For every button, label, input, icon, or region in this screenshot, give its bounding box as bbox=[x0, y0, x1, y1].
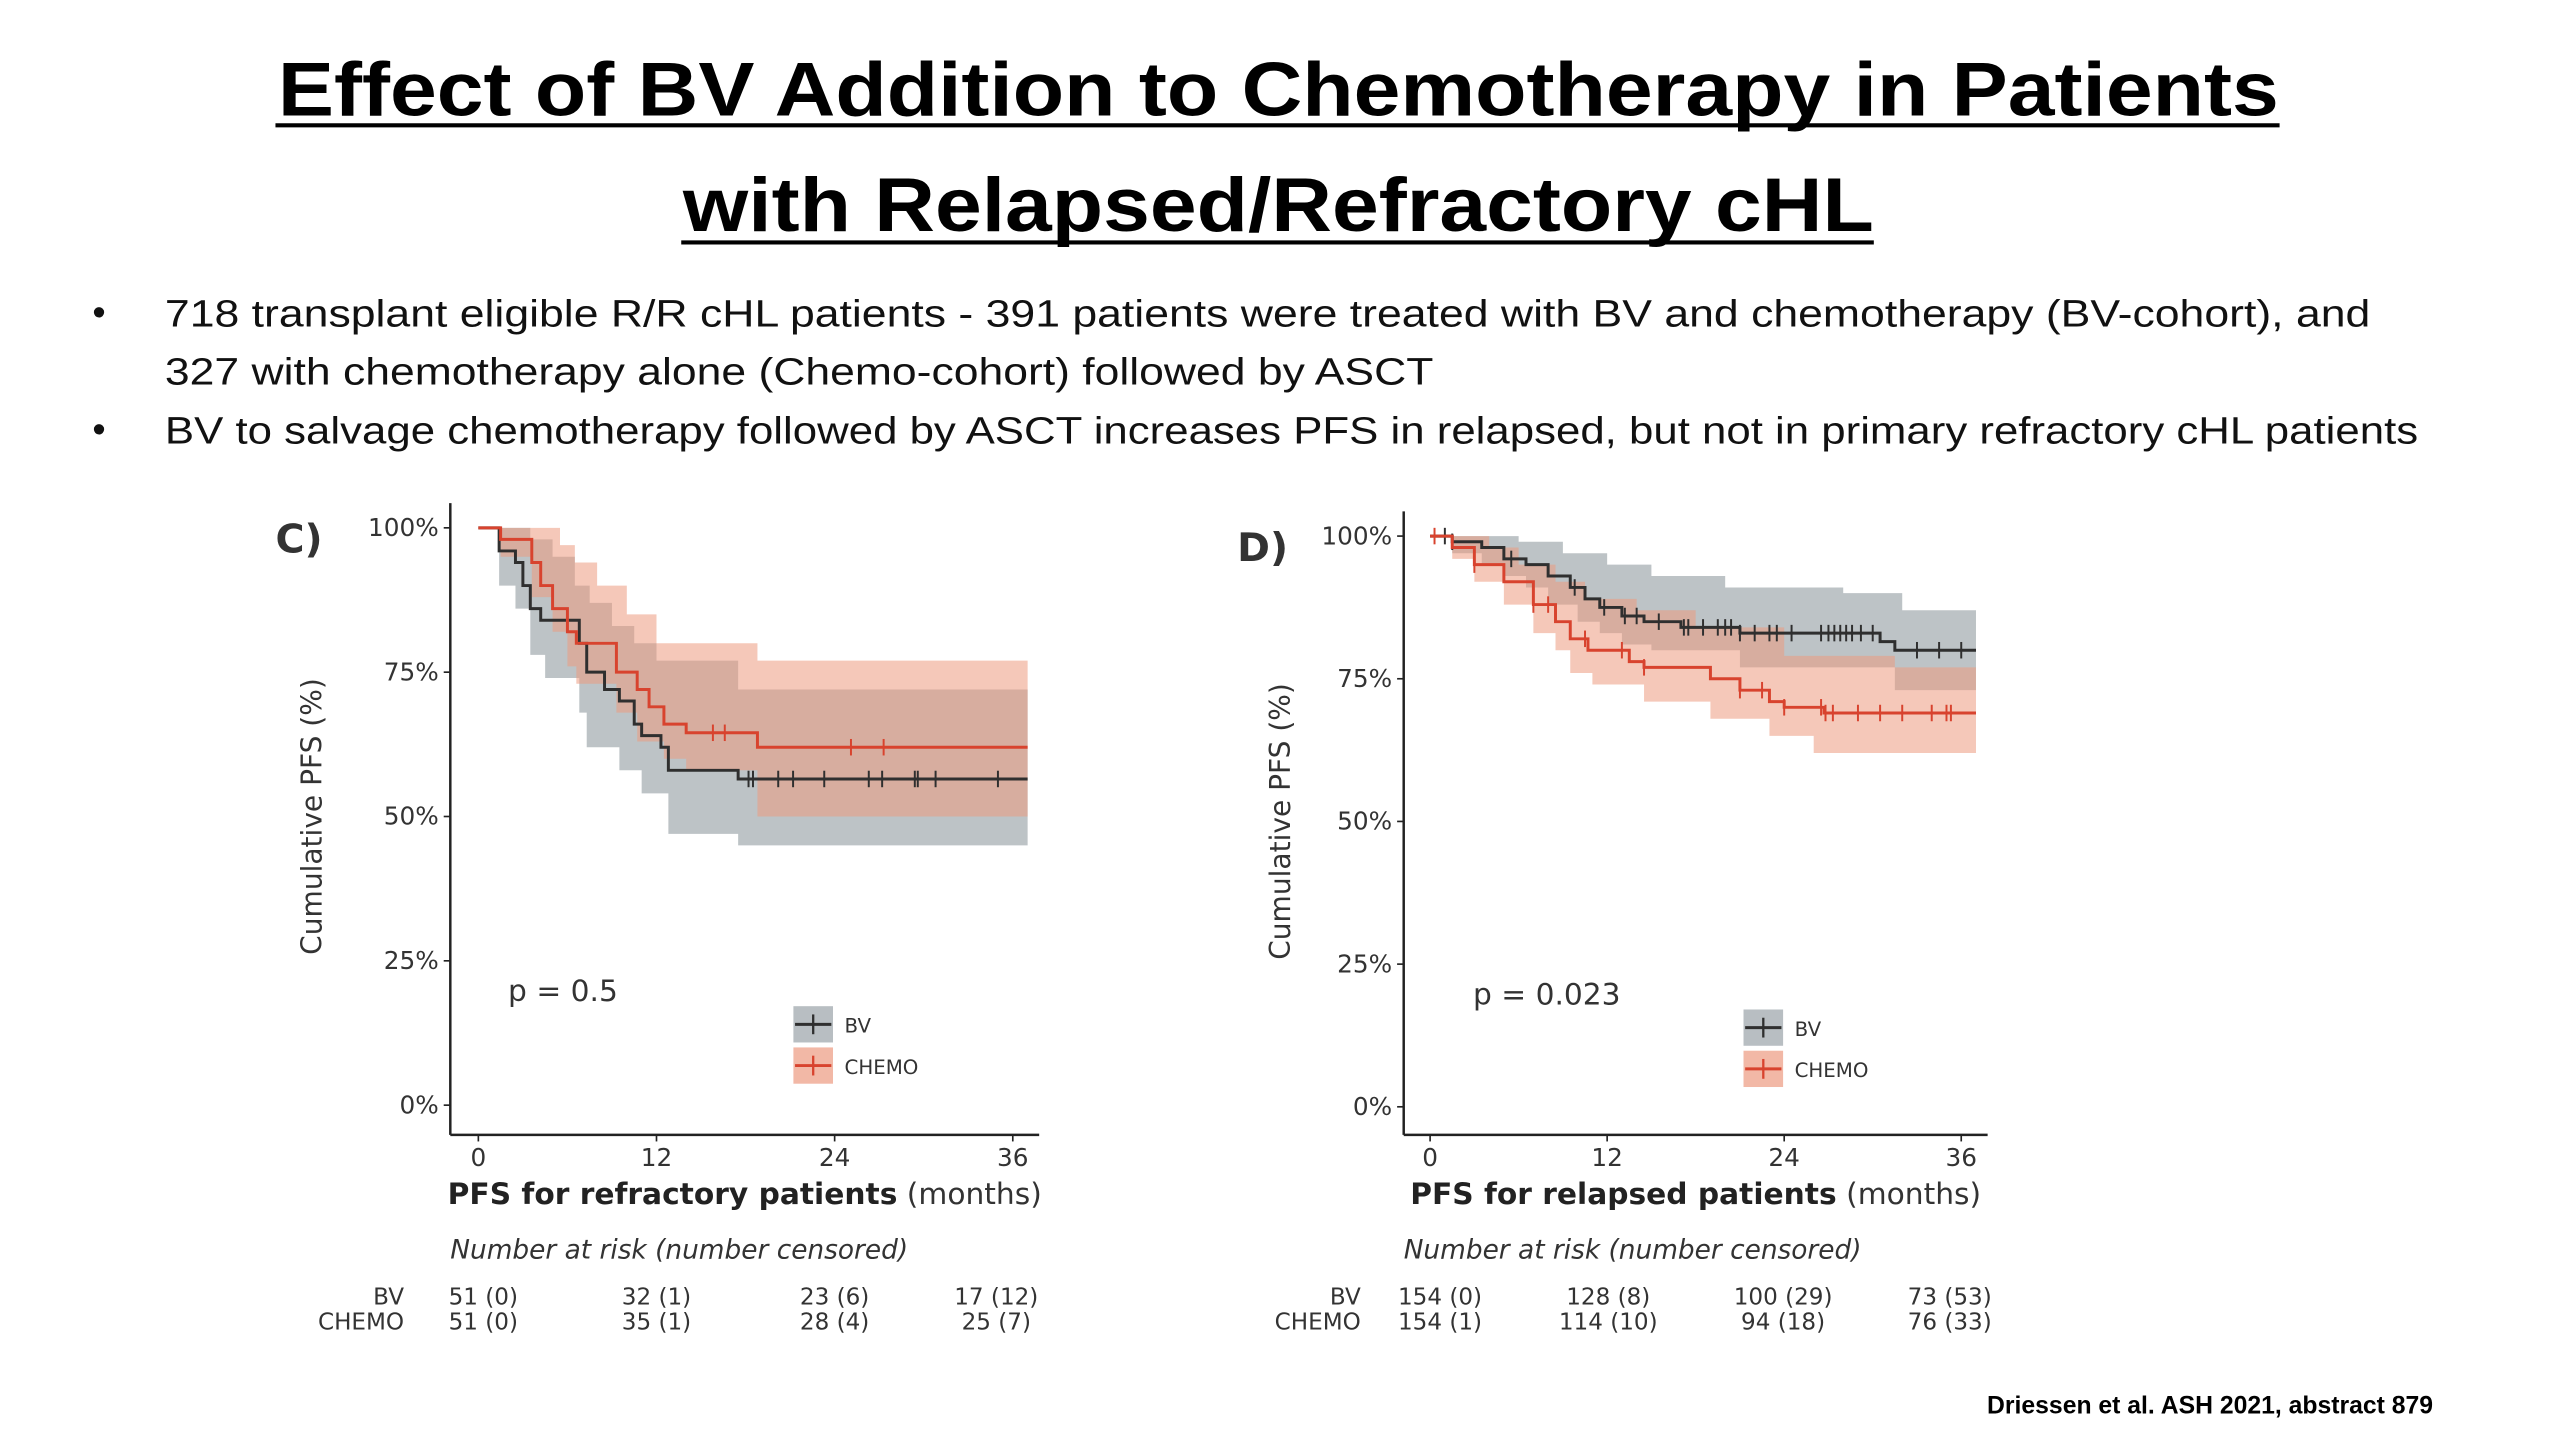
risk-value-chemo: 114 (10) bbox=[1559, 1309, 1658, 1335]
y-tick-label: 100% bbox=[368, 513, 439, 542]
risk-value-chemo: 154 (1) bbox=[1398, 1309, 1482, 1335]
risk-value-chemo: 76 (33) bbox=[1908, 1309, 1992, 1335]
x-axis-title-bold: PFS for relapsed patients bbox=[1410, 1177, 1836, 1212]
legend-label-bv: BV bbox=[1795, 1018, 1822, 1041]
y-tick-label: 25% bbox=[384, 946, 439, 975]
x-tick-label: 24 bbox=[819, 1143, 850, 1172]
x-axis-title-bold: PFS for refractory patients bbox=[448, 1177, 898, 1212]
y-tick-label: 75% bbox=[384, 657, 439, 686]
x-axis-title: PFS for relapsed patients (months) bbox=[1410, 1177, 1981, 1212]
x-axis-title-unit: (months) bbox=[1837, 1177, 1981, 1212]
y-tick-label: 75% bbox=[1337, 664, 1392, 693]
ci-band-chemo bbox=[1430, 536, 1976, 753]
y-tick-label: 25% bbox=[1337, 949, 1392, 978]
x-axis-title: PFS for refractory patients (months) bbox=[448, 1177, 1042, 1212]
x-tick-label: 0 bbox=[470, 1143, 486, 1172]
risk-row-label-bv: BV bbox=[1330, 1285, 1361, 1311]
risk-value-bv: 100 (29) bbox=[1734, 1285, 1833, 1311]
slide-title-line2: with Relapsed/Refractory cHL bbox=[682, 163, 1874, 248]
risk-table-title: Number at risk (number censored) bbox=[1404, 1236, 1862, 1266]
bullet-list: • 718 transplant eligible R/R cHL patien… bbox=[92, 292, 2418, 453]
risk-value-chemo: 94 (18) bbox=[1741, 1309, 1825, 1335]
bullet-1-line-1: 718 transplant eligible R/R cHL patients… bbox=[165, 294, 2370, 336]
ci-band-chemo bbox=[478, 527, 1028, 817]
risk-value-bv: 128 (8) bbox=[1566, 1285, 1650, 1311]
risk-value-chemo: 28 (4) bbox=[800, 1309, 869, 1335]
risk-row-label-bv: BV bbox=[373, 1285, 404, 1311]
risk-value-chemo: 25 (7) bbox=[962, 1309, 1031, 1335]
survival-line-bv bbox=[478, 526, 1028, 781]
risk-value-bv: 154 (0) bbox=[1398, 1285, 1482, 1311]
risk-value-bv: 32 (1) bbox=[622, 1285, 691, 1311]
survival-line-chemo bbox=[1430, 534, 1976, 715]
slide-title-line1: Effect of BV Addition to Chemotherapy in… bbox=[278, 47, 2279, 132]
y-axis-title: Cumulative PFS (%) bbox=[296, 678, 329, 955]
y-tick-label: 100% bbox=[1321, 521, 1392, 550]
legend-label-chemo: CHEMO bbox=[1795, 1059, 1869, 1082]
y-axis-title: Cumulative PFS (%) bbox=[1264, 683, 1297, 960]
risk-value-bv: 51 (0) bbox=[449, 1285, 518, 1311]
risk-value-bv: 17 (12) bbox=[954, 1285, 1038, 1311]
x-tick-label: 24 bbox=[1768, 1143, 1799, 1172]
risk-value-bv: 23 (6) bbox=[800, 1285, 869, 1311]
km-chart-refractory: 0% 25% 50% 75% 100% 0 12 24 36 C) Cumulative PFS (… bbox=[275, 503, 1042, 1335]
km-chart-relapsed: 0% 25% 50% 75% 100% 0 12 24 36 D) Cumulative PFS (… bbox=[1237, 511, 1992, 1335]
panel-label: C) bbox=[275, 517, 322, 563]
risk-value-bv: 73 (53) bbox=[1908, 1285, 1992, 1311]
risk-value-chemo: 51 (0) bbox=[449, 1309, 518, 1335]
risk-value-chemo: 35 (1) bbox=[622, 1309, 691, 1335]
bullet-2-line-1: BV to salvage chemotherapy followed by A… bbox=[165, 411, 2418, 453]
legend-label-bv: BV bbox=[845, 1015, 872, 1038]
y-tick-label: 50% bbox=[1337, 807, 1392, 836]
bullet-dot: • bbox=[92, 292, 105, 334]
x-tick-label: 36 bbox=[997, 1143, 1028, 1172]
y-tick-label: 0% bbox=[1353, 1092, 1392, 1121]
legend-label-chemo: CHEMO bbox=[845, 1056, 919, 1079]
x-tick-label: 12 bbox=[1591, 1143, 1622, 1172]
x-axis-title-unit: (months) bbox=[897, 1177, 1041, 1212]
x-tick-label: 0 bbox=[1422, 1143, 1438, 1172]
survival-line-chemo bbox=[478, 526, 1028, 749]
risk-table-title: Number at risk (number censored) bbox=[450, 1236, 908, 1266]
risk-row-label-chemo: CHEMO bbox=[1275, 1309, 1361, 1335]
bullet-1-line-2: 327 with chemotherapy alone (Chemo-cohor… bbox=[165, 351, 1433, 393]
x-tick-label: 12 bbox=[641, 1143, 672, 1172]
p-value: p = 0.5 bbox=[508, 974, 618, 1009]
survival-line-bv bbox=[1430, 534, 1976, 652]
bullet-dot: • bbox=[92, 409, 105, 451]
p-value: p = 0.023 bbox=[1473, 978, 1621, 1013]
y-tick-label: 50% bbox=[384, 802, 439, 831]
panel-label: D) bbox=[1237, 525, 1288, 571]
y-tick-label: 0% bbox=[400, 1090, 439, 1119]
risk-row-label-chemo: CHEMO bbox=[318, 1309, 404, 1335]
citation: Driessen et al. ASH 2021, abstract 879 bbox=[1987, 1393, 2433, 1420]
x-tick-label: 36 bbox=[1945, 1143, 1976, 1172]
